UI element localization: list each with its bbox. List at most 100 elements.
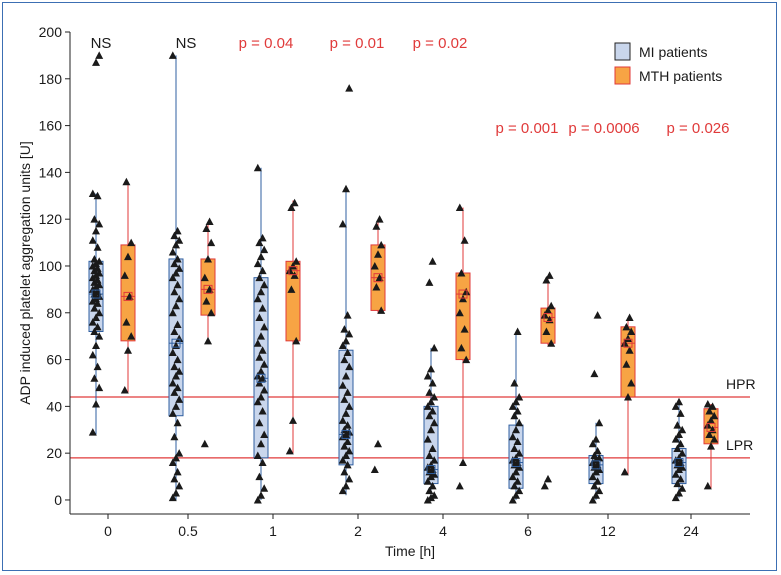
mi-data-point <box>512 467 520 476</box>
y-tick-label: 80 <box>46 305 62 321</box>
mi-data-point <box>90 374 99 382</box>
mth-data-point <box>287 203 296 211</box>
mi-data-point <box>258 233 267 242</box>
mi-data-point <box>258 458 267 467</box>
mth-data-point <box>292 336 301 345</box>
mth-data-point <box>544 306 552 314</box>
mi-data-point <box>343 421 352 429</box>
mth-box <box>200 258 216 316</box>
mi-data-point <box>172 371 180 380</box>
mi-data-point <box>342 336 350 345</box>
mi-data-point <box>595 418 604 427</box>
mi-data-point <box>95 332 104 340</box>
box-plot-chart: HPR LPR NS NS p = 0.04 p = 0.01 p = 0.02 p = 0.… <box>17 24 756 559</box>
mi-data-point <box>258 304 267 312</box>
mi-data-point <box>173 320 182 328</box>
mth-mean-marker <box>543 312 553 322</box>
y-tick-label: 0 <box>54 492 62 508</box>
x-tick-label: 0 <box>104 523 112 539</box>
mi-data-point <box>676 409 685 417</box>
mi-data-point <box>253 397 262 406</box>
x-tick-label: 6 <box>524 523 532 539</box>
x-tick-label: 1 <box>269 523 277 539</box>
y-tick-label: 60 <box>46 352 62 368</box>
mi-data-point <box>345 446 354 455</box>
mi-data-point <box>345 402 354 410</box>
mth-data-point <box>200 273 209 282</box>
mth-data-point <box>457 343 466 352</box>
mth-data-point <box>625 346 634 354</box>
mi-data-point <box>678 425 687 434</box>
mi-data-point <box>172 402 180 410</box>
mi-data-point <box>173 467 182 476</box>
mi-data-point <box>510 444 519 452</box>
mth-data-point <box>624 334 632 343</box>
mi-data-point <box>172 453 180 462</box>
mi-data-point <box>175 395 184 403</box>
mi-data-point <box>88 189 97 197</box>
mi-data-point <box>678 449 687 457</box>
mi-data-point <box>93 264 102 272</box>
mi-data-point <box>173 254 182 263</box>
annotation-2: p = 0.01 <box>330 35 385 52</box>
mi-data-point <box>508 432 517 441</box>
mi-data-point <box>342 409 350 417</box>
mi-data-point <box>510 481 519 490</box>
y-tick-label: 100 <box>39 258 63 274</box>
mi-data-point <box>95 383 104 392</box>
mth-data-point <box>542 276 551 284</box>
mi-mean-marker <box>511 458 521 468</box>
mi-mean-marker <box>91 289 101 299</box>
mi-data-point <box>675 397 683 406</box>
mi-data-point <box>257 287 265 296</box>
mi-data-point <box>90 254 99 263</box>
mi-data-point <box>170 231 179 240</box>
mi-data-point <box>258 346 267 354</box>
mi-data-point <box>592 435 600 443</box>
mi-data-point <box>95 269 104 277</box>
mi-data-point <box>588 472 597 481</box>
annotation-12: p = 0.0006 <box>568 120 639 137</box>
mth-data-point <box>204 336 212 345</box>
mi-data-point <box>93 322 102 331</box>
mth-mean-marker <box>706 422 716 432</box>
mi-data-point <box>427 460 435 469</box>
mth-data-point <box>372 222 381 230</box>
mi-data-point <box>430 393 439 401</box>
mi-data-point <box>168 409 177 417</box>
mi-data-point <box>173 383 182 392</box>
mi-data-point <box>258 266 267 275</box>
x-tick-label: 12 <box>600 523 616 539</box>
mi-data-point <box>423 371 432 380</box>
mi-data-point <box>93 191 102 200</box>
mi-data-point <box>512 425 520 434</box>
mi-data-point <box>427 397 435 406</box>
mi-data-point <box>168 273 177 282</box>
mth-data-point <box>202 224 211 233</box>
mi-data-point <box>175 236 184 244</box>
mi-data-point <box>92 313 100 321</box>
mth-data-point <box>374 439 382 448</box>
mth-data-point <box>370 465 379 474</box>
mi-mean-marker <box>341 429 351 439</box>
mi-mean-marker <box>674 458 684 468</box>
mth-data-point <box>122 177 131 186</box>
mi-data-point <box>170 259 179 268</box>
mi-data-point <box>428 378 437 387</box>
mi-data-point <box>95 308 104 317</box>
y-tick-label: 40 <box>46 398 62 414</box>
y-tick-label: 200 <box>39 24 63 40</box>
mth-data-point <box>285 446 294 455</box>
mi-data-point <box>257 367 265 375</box>
mth-data-point <box>462 287 471 296</box>
mi-data-point <box>260 245 269 254</box>
mi-data-point <box>425 486 434 495</box>
mi-data-point <box>260 322 269 331</box>
mi-data-point <box>255 238 264 247</box>
mi-data-point <box>88 350 97 359</box>
mi-data-point <box>260 280 269 289</box>
mth-data-point <box>460 236 469 244</box>
mi-data-point <box>340 355 349 364</box>
mi-data-point <box>88 236 97 244</box>
mi-data-point <box>255 313 264 321</box>
